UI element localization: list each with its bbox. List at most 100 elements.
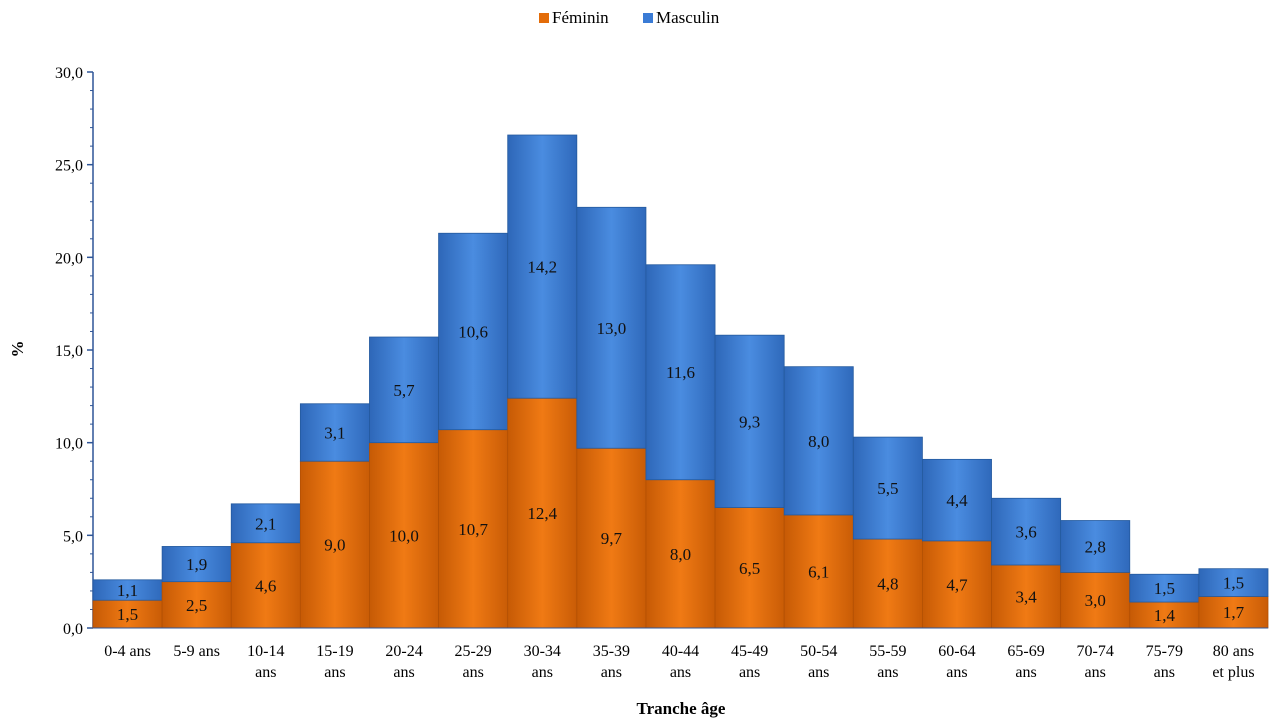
y-tick-label: 25,0 [55,158,83,175]
bar-masculin [299,403,370,462]
data-label-masculin: 1,9 [186,555,207,574]
bar-masculin [507,134,578,399]
data-label-feminin: 10,0 [389,526,419,545]
y-axis-title: % [8,341,27,358]
data-label-feminin: 9,0 [324,536,345,555]
x-tick-label: 15-19 [316,643,353,660]
x-tick-label: ans [877,664,898,681]
x-tick-label: ans [462,664,483,681]
data-label-feminin: 3,0 [1085,591,1106,610]
bar-feminin [507,397,578,629]
y-tick-label: 10,0 [55,436,83,453]
data-label-masculin: 11,6 [666,363,695,382]
x-tick-label: ans [739,664,760,681]
data-label-feminin: 3,4 [1015,587,1037,606]
x-tick-label: et plus [1212,664,1254,681]
bar-masculin [161,546,232,583]
legend-swatch-feminin [539,13,549,23]
y-tick-label: 20,0 [55,250,83,267]
x-tick-label: 0-4 ans [104,643,151,660]
legend: Féminin Masculin [539,8,720,27]
data-label-masculin: 1,5 [1223,574,1244,593]
legend-label-feminin: Féminin [552,8,609,27]
data-label-feminin: 8,0 [670,545,691,564]
data-label-masculin: 4,4 [946,491,968,510]
x-tick-label: ans [670,664,691,681]
x-tick-label: 75-79 [1146,643,1183,660]
bar-masculin [438,232,509,431]
bar-feminin [576,447,647,629]
x-tick-label: 70-74 [1077,643,1114,660]
bar-masculin [576,206,647,449]
data-label-masculin: 2,1 [255,514,276,533]
data-label-feminin: 1,5 [117,605,138,624]
data-label-masculin: 1,1 [117,581,138,600]
data-label-masculin: 13,0 [597,319,627,338]
x-tick-label: ans [1085,664,1106,681]
x-tick-label: 35-39 [593,643,630,660]
x-tick-label: ans [393,664,414,681]
x-tick-label: 5-9 ans [173,643,220,660]
bar-feminin [645,479,716,629]
data-label-masculin: 10,6 [458,322,488,341]
bar-feminin [230,542,301,629]
data-label-masculin: 3,1 [324,423,345,442]
bar-feminin [92,599,163,629]
x-tick-label: 10-14 [247,643,284,660]
bar-feminin [299,460,370,629]
bar-feminin [438,429,509,629]
x-tick-label: 65-69 [1007,643,1044,660]
data-label-masculin: 5,7 [393,381,415,400]
data-label-feminin: 6,1 [808,562,829,581]
bar-masculin [1198,568,1269,597]
bar-feminin [922,540,992,629]
x-tick-label: 60-64 [938,643,975,660]
bar-feminin [991,564,1062,629]
bar-feminin [1129,601,1200,629]
data-label-feminin: 6,5 [739,559,760,578]
data-label-feminin: 10,7 [458,520,488,539]
data-label-masculin: 2,8 [1085,537,1106,556]
data-label-masculin: 9,3 [739,412,760,431]
bar-masculin [922,458,992,542]
x-tick-label: 55-59 [869,643,906,660]
bar-masculin [369,336,439,444]
data-label-masculin: 5,5 [877,479,898,498]
x-tick-label: 25-29 [454,643,491,660]
legend-label-masculin: Masculin [656,8,720,27]
y-tick-label: 15,0 [55,343,83,360]
data-label-feminin: 12,4 [527,504,557,523]
bar-feminin [783,514,854,629]
x-tick-label: ans [808,664,829,681]
bar-feminin [369,442,439,629]
x-tick-label: ans [255,664,276,681]
bar-masculin [783,366,854,516]
x-axis-title: Tranche âge [637,699,726,718]
y-tick-label: 0,0 [63,621,83,638]
data-label-feminin: 1,4 [1154,606,1176,625]
bar-feminin [852,538,923,629]
data-label-masculin: 8,0 [808,432,829,451]
data-label-feminin: 4,6 [255,576,276,595]
x-tick-label: ans [601,664,622,681]
x-tick-label: 80 ans [1213,643,1254,660]
plot-area: 0,0 5,0 10,0 15,0 20,0 25,0 30,0 1,5 1,1 0-4 ans 2… [55,65,1269,681]
bar-masculin [230,503,301,544]
x-tick-label: ans [324,664,345,681]
data-label-feminin: 1,7 [1223,603,1245,622]
x-tick-label: ans [1154,664,1175,681]
data-label-masculin: 1,5 [1154,579,1175,598]
x-tick-label: ans [532,664,553,681]
data-label-feminin: 9,7 [601,529,623,548]
x-tick-label: 45-49 [731,643,768,660]
data-label-feminin: 2,5 [186,596,207,615]
data-label-masculin: 14,2 [527,258,557,277]
x-tick-label: 50-54 [800,643,837,660]
bar-masculin [645,264,716,481]
bar-masculin [991,497,1062,566]
x-tick-label: ans [946,664,967,681]
x-tick-label: 40-44 [662,643,699,660]
x-tick-label: 20-24 [385,643,422,660]
x-tick-label: 30-34 [524,643,561,660]
